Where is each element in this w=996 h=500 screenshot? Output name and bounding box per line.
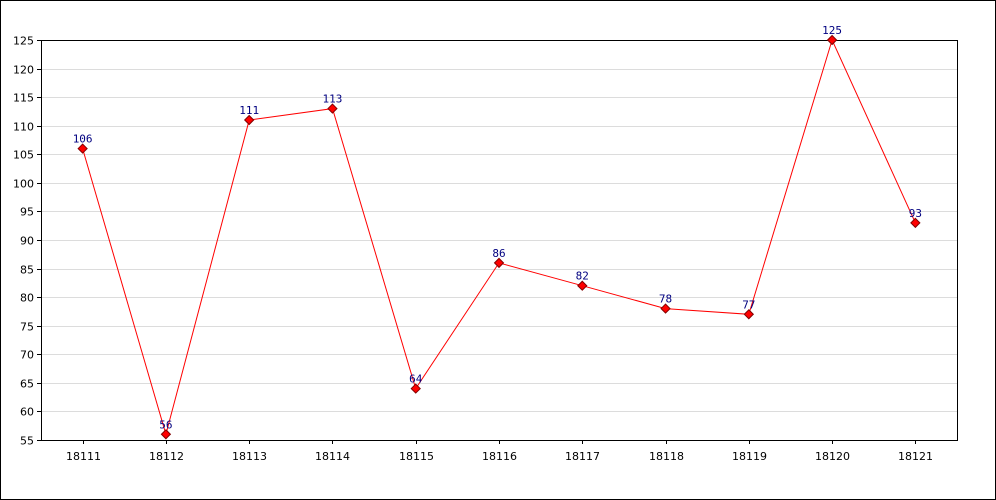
data-label: 56 xyxy=(159,418,172,431)
data-point xyxy=(743,309,755,320)
x-tick-label: 18117 xyxy=(565,450,600,463)
data-point xyxy=(493,257,505,269)
y-tick-label: 70 xyxy=(20,349,34,362)
data-label: 113 xyxy=(323,93,343,106)
x-tick-label: 18114 xyxy=(315,450,350,463)
y-tick-label: 100 xyxy=(13,178,34,191)
x-tick-label: 18111 xyxy=(66,450,101,463)
y-tick-label: 60 xyxy=(20,406,34,419)
data-label: 78 xyxy=(659,293,672,306)
data-label: 93 xyxy=(909,207,922,220)
y-tick-label: 55 xyxy=(20,435,34,448)
y-tick-label: 105 xyxy=(13,149,34,162)
data-point xyxy=(243,114,255,126)
data-markers xyxy=(77,34,921,440)
data-point xyxy=(410,383,421,394)
data-point xyxy=(327,103,338,114)
y-tick-label: 110 xyxy=(13,121,34,134)
y-tick-label: 95 xyxy=(20,206,34,219)
y-tick-label: 120 xyxy=(13,64,34,77)
x-axis: 18111 18112 18113 18114 18115 18116 18117 18118… xyxy=(66,440,933,463)
data-label: 111 xyxy=(239,104,259,117)
y-tick-label: 65 xyxy=(20,378,34,391)
y-tick-label: 85 xyxy=(20,264,34,277)
data-point xyxy=(826,34,838,46)
y-tick-label: 125 xyxy=(13,35,34,48)
x-tick-label: 18120 xyxy=(815,450,850,463)
x-tick-label: 18116 xyxy=(482,450,517,463)
x-tick-label: 18112 xyxy=(149,450,184,463)
y-tick-label: 80 xyxy=(20,292,34,305)
data-labels: 106 56 111 113 64 86 82 78 77 125 93 xyxy=(73,24,922,431)
x-tick-label: 18121 xyxy=(898,450,933,463)
data-label: 106 xyxy=(73,133,93,146)
y-axis: 55 60 65 70 75 80 85 90 95 100 105 110 115 120 125 xyxy=(13,35,41,448)
y-tick-label: 115 xyxy=(13,92,34,105)
y-tick-label: 75 xyxy=(20,321,34,334)
x-tick-label: 18118 xyxy=(649,450,684,463)
data-label: 64 xyxy=(409,373,423,386)
y-tick-label: 90 xyxy=(20,235,34,248)
data-point xyxy=(77,143,88,154)
series-line xyxy=(82,38,916,437)
data-point xyxy=(910,217,921,229)
x-tick-label: 18113 xyxy=(232,450,267,463)
data-label: 77 xyxy=(742,298,755,311)
x-tick-label: 18119 xyxy=(732,450,767,463)
data-point xyxy=(577,280,588,291)
data-label: 86 xyxy=(492,247,505,260)
grid-lines xyxy=(41,69,957,412)
data-point xyxy=(160,429,172,440)
data-label: 82 xyxy=(576,270,589,283)
x-tick-label: 18115 xyxy=(399,450,434,463)
data-point xyxy=(660,303,671,314)
data-label: 125 xyxy=(822,24,842,37)
